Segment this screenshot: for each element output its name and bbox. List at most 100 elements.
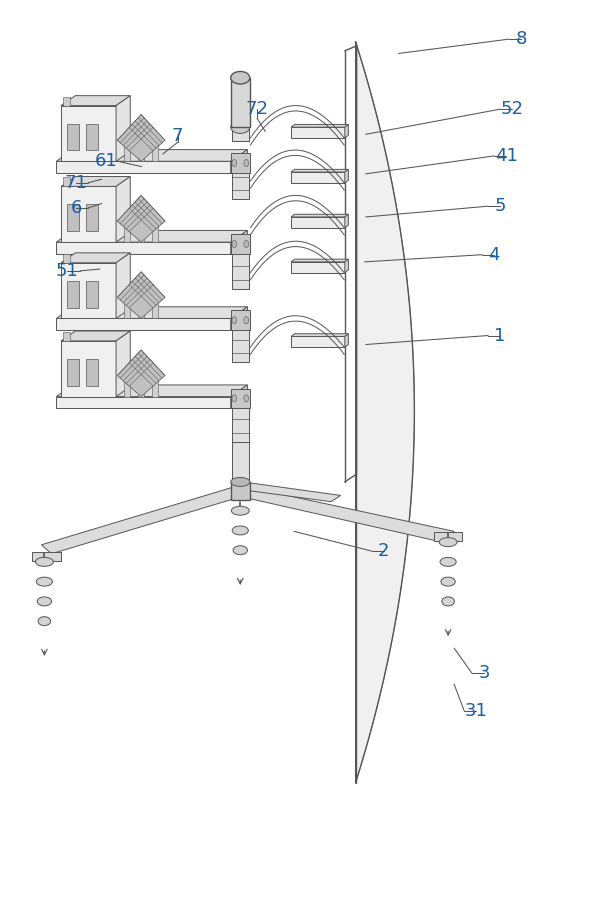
Polygon shape (345, 169, 349, 183)
Ellipse shape (244, 316, 248, 323)
Polygon shape (345, 333, 349, 347)
Ellipse shape (35, 558, 53, 567)
Polygon shape (63, 332, 70, 341)
Polygon shape (41, 487, 245, 554)
Polygon shape (56, 396, 231, 408)
Ellipse shape (244, 395, 248, 402)
Text: 1: 1 (494, 326, 506, 344)
Ellipse shape (442, 596, 454, 605)
Polygon shape (63, 96, 70, 105)
Polygon shape (63, 177, 70, 187)
Polygon shape (138, 215, 144, 242)
Polygon shape (152, 292, 158, 318)
Text: 51: 51 (56, 262, 79, 280)
Polygon shape (232, 329, 248, 362)
Ellipse shape (231, 71, 250, 84)
Polygon shape (291, 172, 345, 183)
Polygon shape (231, 150, 247, 173)
Polygon shape (138, 292, 144, 318)
Ellipse shape (244, 241, 248, 248)
Ellipse shape (232, 506, 249, 515)
Polygon shape (237, 482, 341, 502)
Polygon shape (232, 441, 248, 487)
Polygon shape (56, 306, 247, 318)
Polygon shape (61, 177, 130, 187)
Ellipse shape (232, 316, 236, 323)
Polygon shape (152, 215, 158, 242)
Text: 3: 3 (478, 664, 490, 682)
Polygon shape (231, 385, 247, 408)
Polygon shape (61, 96, 130, 105)
Polygon shape (434, 532, 463, 542)
Ellipse shape (439, 538, 457, 547)
Polygon shape (116, 177, 130, 242)
Polygon shape (235, 487, 454, 542)
Text: 5: 5 (494, 197, 506, 215)
Polygon shape (32, 552, 61, 561)
Text: 4: 4 (488, 246, 500, 264)
Polygon shape (231, 231, 247, 254)
Text: 31: 31 (465, 702, 488, 720)
Ellipse shape (244, 159, 248, 167)
Polygon shape (63, 254, 70, 263)
Polygon shape (291, 333, 349, 336)
Polygon shape (61, 253, 130, 263)
Polygon shape (67, 281, 79, 307)
Polygon shape (86, 205, 98, 232)
Polygon shape (291, 217, 345, 228)
Polygon shape (116, 331, 130, 396)
Text: 7: 7 (172, 127, 184, 145)
Polygon shape (56, 385, 247, 396)
Text: 8: 8 (515, 30, 527, 48)
Text: 71: 71 (65, 174, 88, 192)
Polygon shape (124, 215, 130, 242)
Polygon shape (67, 359, 79, 386)
Polygon shape (232, 253, 248, 289)
Polygon shape (232, 127, 248, 141)
Polygon shape (291, 262, 345, 273)
Polygon shape (345, 259, 349, 273)
Polygon shape (56, 150, 247, 161)
Polygon shape (117, 350, 165, 396)
Polygon shape (86, 359, 98, 386)
Polygon shape (231, 306, 247, 330)
Polygon shape (124, 134, 130, 161)
Polygon shape (86, 281, 98, 307)
Ellipse shape (232, 395, 236, 402)
Polygon shape (116, 96, 130, 161)
Text: 52: 52 (500, 100, 524, 118)
Polygon shape (138, 134, 144, 161)
Polygon shape (356, 41, 415, 783)
Ellipse shape (232, 526, 248, 535)
Polygon shape (152, 134, 158, 161)
Text: 41: 41 (494, 147, 517, 165)
Polygon shape (291, 336, 345, 347)
Polygon shape (124, 369, 130, 396)
Ellipse shape (440, 558, 456, 567)
Polygon shape (231, 388, 250, 408)
Ellipse shape (232, 241, 236, 248)
Polygon shape (231, 234, 250, 254)
Polygon shape (231, 310, 250, 330)
Polygon shape (291, 214, 349, 217)
Polygon shape (231, 153, 250, 173)
Text: 61: 61 (95, 152, 117, 170)
Polygon shape (291, 127, 345, 138)
Polygon shape (345, 124, 349, 138)
Polygon shape (116, 253, 130, 318)
Text: 72: 72 (245, 100, 269, 118)
Polygon shape (152, 369, 158, 396)
Ellipse shape (233, 546, 247, 555)
Polygon shape (61, 331, 130, 341)
Ellipse shape (441, 578, 455, 587)
Polygon shape (345, 214, 349, 228)
Ellipse shape (232, 159, 236, 167)
Polygon shape (56, 318, 231, 330)
Polygon shape (231, 482, 250, 500)
Ellipse shape (231, 121, 250, 133)
Ellipse shape (38, 616, 50, 625)
Polygon shape (61, 187, 116, 242)
Ellipse shape (37, 578, 52, 587)
Polygon shape (291, 259, 349, 262)
Polygon shape (56, 231, 247, 242)
